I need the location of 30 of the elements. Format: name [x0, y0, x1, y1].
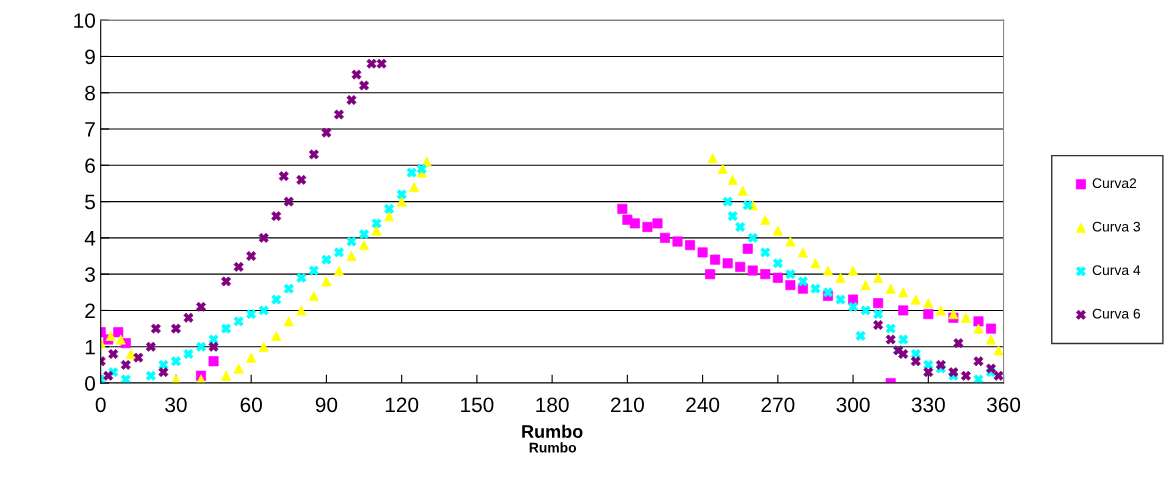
y-tick-label: 10	[74, 13, 96, 28]
y-tick-label: 1	[85, 339, 95, 355]
y-tick-label: 9	[85, 49, 95, 65]
y-tick-label: 8	[85, 85, 95, 101]
legend-label: Curva2	[1092, 178, 1137, 189]
x-tick-label: 120	[385, 397, 419, 413]
x-tick-label: 0	[95, 397, 106, 413]
x-tick-label: 60	[240, 397, 262, 413]
x-tick-label: 330	[911, 397, 945, 413]
x-tick-label: 180	[536, 397, 569, 413]
x-tick-label: 150	[461, 397, 494, 413]
x-tick-label: 360	[986, 397, 1021, 413]
x-tick-label: 30	[165, 397, 187, 413]
text: Rumbo	[529, 442, 577, 453]
y-tick-label: 3	[85, 267, 95, 282]
legend-label: Curva 3	[1092, 221, 1141, 232]
y-tick-label: 6	[85, 158, 95, 174]
x-tick-label: 210	[611, 397, 644, 413]
x-axis-title: Rumbo	[522, 424, 583, 438]
legend-label: Curva 4	[1092, 265, 1141, 276]
y-tick-label: 7	[85, 122, 95, 137]
y-tick-label: 4	[84, 231, 96, 246]
y-tick-label: 5	[85, 194, 95, 210]
y-tick-label: 2	[85, 303, 95, 319]
x-tick-label: 240	[686, 397, 720, 413]
x-tick-label: 90	[315, 397, 338, 413]
legend-label: Curva 6	[1092, 308, 1141, 319]
y-tick-label: 0	[85, 376, 96, 391]
x-tick-label: 300	[836, 397, 870, 413]
x-tick-label: 270	[761, 397, 795, 413]
